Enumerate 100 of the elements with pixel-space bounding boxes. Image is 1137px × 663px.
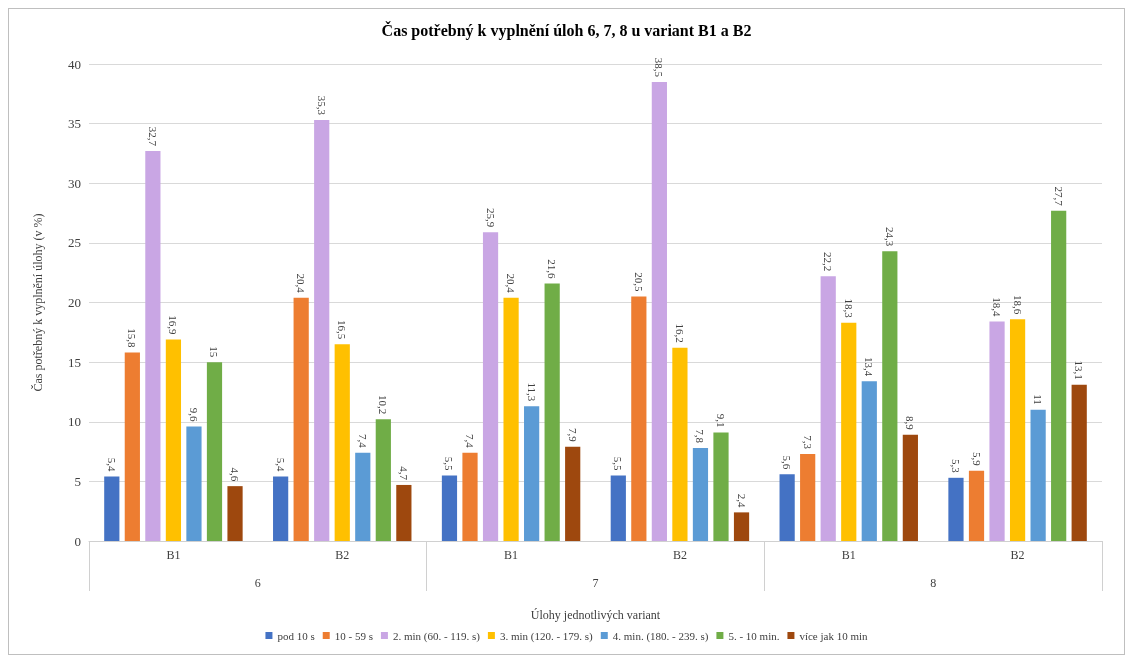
legend-label: 4. min. (180. - 239. s): [612, 629, 709, 643]
bar: [672, 347, 688, 541]
bar: [441, 475, 458, 541]
data-label: 7,8: [694, 429, 707, 444]
data-label: 5,3: [949, 459, 962, 474]
data-label: 5,4: [274, 457, 287, 473]
data-label: 38,5: [653, 57, 666, 78]
bar: [565, 446, 581, 541]
data-label: 22,2: [822, 252, 835, 272]
bar: [733, 512, 750, 541]
legend-label: 2. min (60. - 119. s): [392, 629, 481, 643]
data-label: 9,1: [714, 413, 727, 428]
bar: [186, 426, 202, 541]
y-tick-label: 25: [68, 235, 81, 251]
data-label: 15: [208, 346, 221, 358]
data-label: 7,4: [356, 434, 369, 449]
bar: [462, 452, 478, 541]
data-label: 7,4: [464, 434, 477, 449]
bar: [524, 406, 540, 541]
x-tick-label: B2: [335, 548, 350, 562]
bar: [314, 120, 330, 541]
y-tick-label: 0: [74, 533, 81, 549]
bar: [503, 297, 519, 541]
bar: [631, 296, 647, 541]
x-tick-label: B1: [841, 548, 856, 562]
bar: [165, 339, 182, 541]
bar: [334, 344, 350, 541]
bar: [841, 322, 857, 541]
data-label: 10,2: [377, 395, 390, 415]
data-label: 21,6: [546, 259, 559, 279]
x-tick-label: B1: [504, 548, 519, 562]
legend-label: více jak 10 min: [799, 629, 869, 642]
data-label: 13,4: [863, 356, 876, 377]
data-label: 15,8: [126, 328, 139, 349]
data-label: 4,7: [397, 466, 410, 481]
chart-title: Čas potřebný k vyplnění úloh 6, 7, 8 u variant B1 a B2: [381, 20, 752, 40]
data-label: 13,1: [1073, 360, 1086, 380]
data-label: 16,9: [167, 315, 180, 335]
bar: [396, 484, 412, 541]
y-tick-label: 35: [68, 116, 81, 132]
data-label: 5,4: [105, 457, 118, 473]
data-label: 7,3: [801, 435, 814, 450]
legend-label: 5. - 10 min.: [728, 629, 780, 642]
bar: [989, 321, 1005, 541]
bar: [713, 432, 729, 541]
bar: [293, 297, 309, 541]
bar: [355, 452, 371, 541]
legend-label: 3. min (120. - 179. s): [499, 629, 594, 643]
y-tick-label: 40: [68, 56, 81, 72]
data-label: 9,6: [187, 407, 200, 423]
bar: [968, 470, 985, 541]
bar: [861, 381, 877, 541]
data-label: 27,7: [1052, 186, 1065, 207]
data-label: 5,5: [443, 456, 456, 471]
data-label: 2,4: [735, 493, 748, 508]
x-tick-label: B2: [672, 548, 687, 562]
data-label: 11: [1032, 394, 1045, 405]
data-label: 20,4: [505, 273, 518, 294]
data-label: 20,5: [632, 272, 645, 293]
y-tick-label: 20: [68, 295, 81, 310]
bar: [651, 81, 667, 541]
legend-label: 10 - 59 s: [334, 629, 373, 642]
bar: [902, 434, 918, 541]
bar: [1009, 319, 1026, 541]
bar: [800, 453, 816, 541]
data-label: 11,3: [525, 382, 538, 402]
text: 7: [592, 576, 599, 590]
y-tick-label: 10: [68, 414, 81, 430]
data-label: 5,6: [781, 455, 794, 470]
data-label: 18,3: [842, 298, 855, 319]
data-label: 5,5: [612, 456, 625, 471]
data-label: 20,4: [295, 273, 308, 294]
x-tick-label: B1: [166, 548, 181, 562]
bar: [692, 447, 709, 541]
bar: [1071, 384, 1087, 541]
data-label: 35,3: [315, 95, 328, 116]
bar: [206, 362, 223, 541]
data-label: 18,4: [991, 297, 1004, 318]
data-label: 16,5: [336, 319, 349, 340]
bar: [610, 475, 626, 541]
bar: [882, 251, 898, 541]
data-label: 24,3: [883, 226, 896, 247]
bar: [145, 151, 161, 541]
text: 6: [254, 576, 261, 590]
bar: [544, 283, 560, 541]
bar: [227, 486, 243, 541]
bar: [104, 476, 120, 541]
bar: [948, 477, 964, 541]
bar: [273, 476, 289, 541]
x-axis-title: Úlohy jednotlivých variant: [530, 608, 661, 622]
data-label: 32,7: [146, 126, 159, 147]
data-label: 16,2: [673, 323, 686, 343]
legend-label: pod 10 s: [277, 629, 315, 642]
bar: [779, 474, 795, 541]
y-axis-title: Čas potřebný k vyplnění úlohy (v %): [31, 213, 45, 392]
data-label: 25,9: [484, 207, 497, 228]
bar: [1051, 210, 1067, 541]
x-tick-label: B2: [1010, 548, 1025, 562]
data-label: 7,9: [566, 428, 579, 443]
y-tick-label: 15: [68, 354, 81, 370]
